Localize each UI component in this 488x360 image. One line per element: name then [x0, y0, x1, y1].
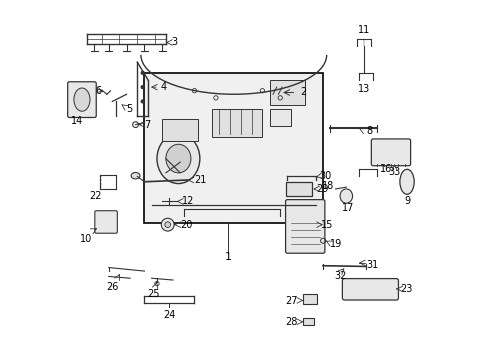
Text: 12: 12: [182, 197, 194, 206]
Text: 9: 9: [404, 196, 410, 206]
Text: 7: 7: [144, 120, 150, 130]
Bar: [162, 119, 198, 141]
Text: 24: 24: [163, 310, 175, 320]
Bar: [303, 294, 316, 304]
Text: 16: 16: [379, 164, 391, 174]
Ellipse shape: [399, 169, 413, 194]
Text: 25: 25: [147, 289, 159, 299]
FancyBboxPatch shape: [285, 200, 324, 253]
Ellipse shape: [339, 189, 352, 203]
Text: 26: 26: [106, 282, 118, 292]
FancyBboxPatch shape: [95, 211, 117, 233]
Text: 6: 6: [95, 86, 101, 96]
Text: 23: 23: [399, 284, 411, 294]
Bar: [212, 109, 262, 137]
Text: 27: 27: [285, 296, 298, 306]
Text: 10: 10: [80, 234, 93, 244]
Bar: [269, 109, 290, 126]
Text: 22: 22: [89, 192, 101, 202]
Text: 17: 17: [341, 203, 354, 213]
Ellipse shape: [157, 134, 200, 184]
Bar: [269, 80, 305, 105]
Text: 33: 33: [387, 167, 400, 177]
Bar: [285, 182, 312, 196]
Text: 18: 18: [321, 181, 333, 192]
Text: 28: 28: [285, 317, 298, 327]
Text: 2: 2: [299, 87, 305, 98]
Ellipse shape: [165, 144, 190, 173]
Text: 13: 13: [357, 84, 369, 94]
FancyBboxPatch shape: [342, 279, 398, 300]
Ellipse shape: [131, 172, 140, 179]
Circle shape: [164, 222, 170, 228]
Text: 30: 30: [319, 171, 331, 181]
Circle shape: [141, 71, 144, 74]
Text: 8: 8: [365, 126, 371, 136]
Text: 31: 31: [365, 260, 377, 270]
Bar: [144, 73, 323, 223]
Bar: [303, 318, 313, 325]
Text: 20: 20: [180, 220, 192, 230]
Text: 19: 19: [329, 239, 342, 249]
Text: 11: 11: [357, 25, 369, 35]
Circle shape: [141, 100, 144, 103]
Text: 5: 5: [125, 104, 132, 113]
FancyBboxPatch shape: [370, 139, 410, 166]
Text: 21: 21: [194, 175, 206, 185]
FancyBboxPatch shape: [67, 82, 96, 117]
Text: 15: 15: [321, 220, 333, 230]
Text: 3: 3: [171, 37, 177, 48]
Text: 32: 32: [334, 271, 346, 281]
Ellipse shape: [74, 88, 90, 111]
Circle shape: [141, 86, 144, 89]
Text: 4: 4: [160, 82, 166, 92]
Circle shape: [161, 218, 174, 231]
Text: 1: 1: [224, 252, 231, 262]
Text: 29: 29: [315, 184, 327, 194]
Text: 14: 14: [70, 116, 82, 126]
